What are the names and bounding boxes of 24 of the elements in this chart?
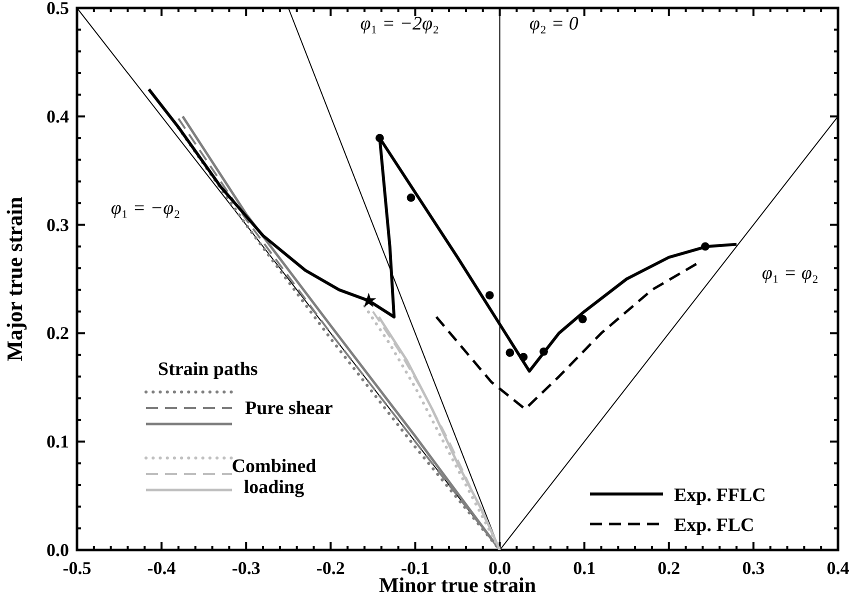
x-tick-label: 0.1 bbox=[573, 558, 596, 578]
legend-label: Pure shear bbox=[245, 398, 334, 419]
y-axis-title: Major true strain bbox=[2, 196, 27, 362]
y-tick-label: 0.0 bbox=[46, 540, 69, 560]
annotation: φ₁ = −φ₂ bbox=[110, 198, 180, 219]
x-tick-label: -0.4 bbox=[147, 558, 176, 578]
y-tick-label: 0.2 bbox=[46, 323, 69, 344]
annotation: φ₁ = φ₂ bbox=[762, 263, 819, 284]
y-tick-label: 0.5 bbox=[46, 0, 69, 18]
x-tick-label: -0.5 bbox=[62, 558, 92, 578]
annotation: φ₂ = 0 bbox=[529, 14, 579, 35]
x-tick-label: -0.3 bbox=[232, 558, 260, 578]
y-tick-label: 0.4 bbox=[46, 106, 69, 126]
annotation: φ₁ = −2φ₂ bbox=[360, 14, 440, 35]
y-tick-label: 0.3 bbox=[46, 214, 69, 235]
x-tick-label: 0.4 bbox=[826, 558, 850, 578]
x-tick-label: 0.3 bbox=[742, 558, 765, 578]
x-tick-label: -0.2 bbox=[316, 558, 345, 578]
y-tick-label: 0.1 bbox=[46, 432, 69, 452]
legend-label: Exp. FFLC bbox=[674, 485, 766, 506]
legend-label: Combined loading bbox=[232, 456, 317, 498]
x-tick-label: 0.2 bbox=[658, 558, 680, 578]
legend-label: Exp. FLC bbox=[674, 515, 754, 536]
legend-title: Strain paths bbox=[158, 359, 258, 380]
